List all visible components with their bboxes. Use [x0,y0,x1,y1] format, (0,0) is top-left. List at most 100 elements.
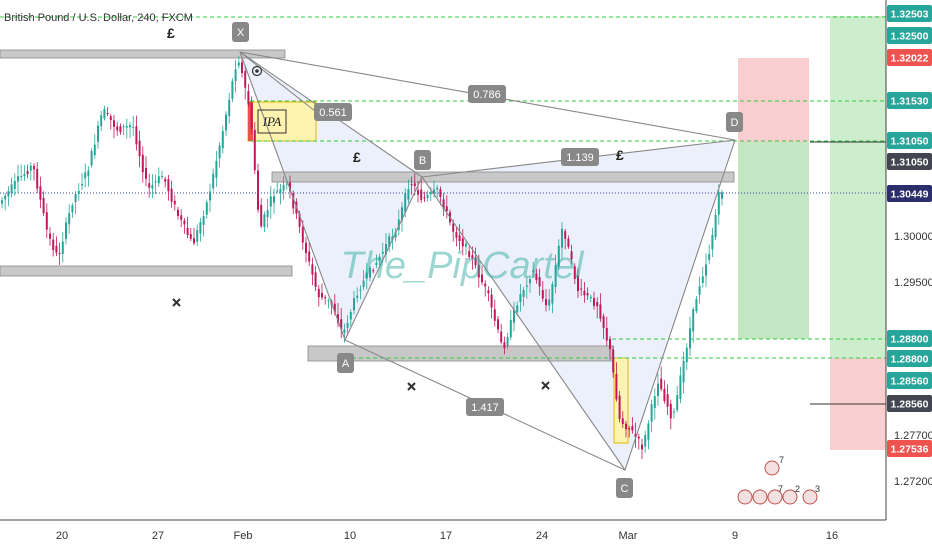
candle-body [682,360,685,383]
candle-body [263,214,266,228]
candle-body [407,189,410,200]
candle-body [465,243,467,247]
candle-body [337,314,339,323]
candle-body [503,342,506,349]
candle-body [49,233,51,239]
candle-body [125,126,128,128]
candle-body [349,312,352,320]
candle-body [474,257,477,266]
flag-icon: 7 [764,455,784,476]
svg-text:1.28800: 1.28800 [891,354,929,366]
candle-body [68,213,71,225]
candle-body [234,69,237,82]
candle-body [484,283,487,287]
candle-body [321,292,323,298]
candle-body [45,212,48,230]
candle-body [244,71,247,88]
candle-body [285,183,288,185]
candle-body [109,116,112,120]
price-label: 1.32503 [887,5,932,22]
candle-body [660,378,663,390]
candle-body [257,170,259,210]
candle-body [628,427,631,430]
candle-body [42,197,45,214]
candle-body [269,196,272,207]
candle-body [647,423,650,440]
ipa-label: IPA [262,114,282,129]
candle-body [225,114,227,131]
candle-body [554,265,557,287]
y-ticks: 1.30000 1.29500 1.27700 1.27200 [894,231,932,488]
candle-body [577,275,579,292]
candle-body [36,168,39,189]
pattern-bcd [422,140,735,470]
x-tick: 24 [536,530,548,542]
candle-body [500,331,503,343]
candle-body [375,262,378,265]
candle-body [39,186,42,200]
candle-body [324,297,327,299]
candle-body [589,296,592,299]
candle-body [58,253,61,255]
svg-text:1.31050: 1.31050 [891,157,929,169]
candle-body [13,181,16,189]
price-label: 1.31050 [887,132,932,149]
candle-body [666,394,669,407]
candle-body [186,227,189,236]
price-label: 1.28800 [887,350,932,367]
candle-body [4,195,7,200]
candle-body [468,250,471,258]
candle-body [516,305,519,313]
candle-body [653,396,656,408]
candle-body [74,193,77,203]
cross-mark [172,298,181,307]
candle-body [618,395,621,419]
candle-body [401,207,403,221]
svg-text:B: B [419,155,426,167]
y-axis-panel [887,0,932,550]
candle-body [458,235,461,242]
point-label-c: C [616,478,633,498]
target-zone-right [830,16,886,358]
candle-body [209,191,211,201]
candle-body [340,319,343,330]
candle-body [157,176,160,184]
candle-body [417,190,419,195]
candle-body [241,62,243,74]
candle-body [538,277,541,287]
candle-body [410,184,413,186]
svg-text:1.27536: 1.27536 [891,444,929,456]
candle-body [1,200,3,204]
zone-left [0,265,293,277]
candle-body [135,126,138,145]
candle-body [695,299,698,312]
svg-text:7: 7 [779,455,784,465]
candle-body [573,266,576,280]
x-tick: 9 [732,530,738,542]
candle-body [253,129,256,171]
candle-body [228,99,231,117]
candle-body [663,388,666,402]
price-labels: 1.32503 1.32500 1.32022 1.31530 1.31050 … [887,5,932,457]
candle-body [148,183,151,188]
candle-body [106,113,109,115]
flag-icon [737,489,753,505]
svg-text:1.31530: 1.31530 [891,96,929,108]
candle-body [218,145,221,159]
y-tick: 1.30000 [894,231,932,243]
eye-icon [251,65,263,77]
price-label: 1.32022 [887,49,932,66]
candle-body [513,309,515,323]
candle-body [705,264,707,276]
x-ticks: 20 27 Feb 10 17 24 Mar 9 16 [56,530,838,542]
candle-body [567,238,570,247]
candle-body [250,103,253,129]
candle-body [612,349,615,373]
y-tick: 1.27700 [894,430,932,442]
candles [1,56,723,460]
candle-body [129,125,131,128]
candle-body [391,236,394,241]
candle-body [282,184,285,191]
candle-body [87,170,90,177]
